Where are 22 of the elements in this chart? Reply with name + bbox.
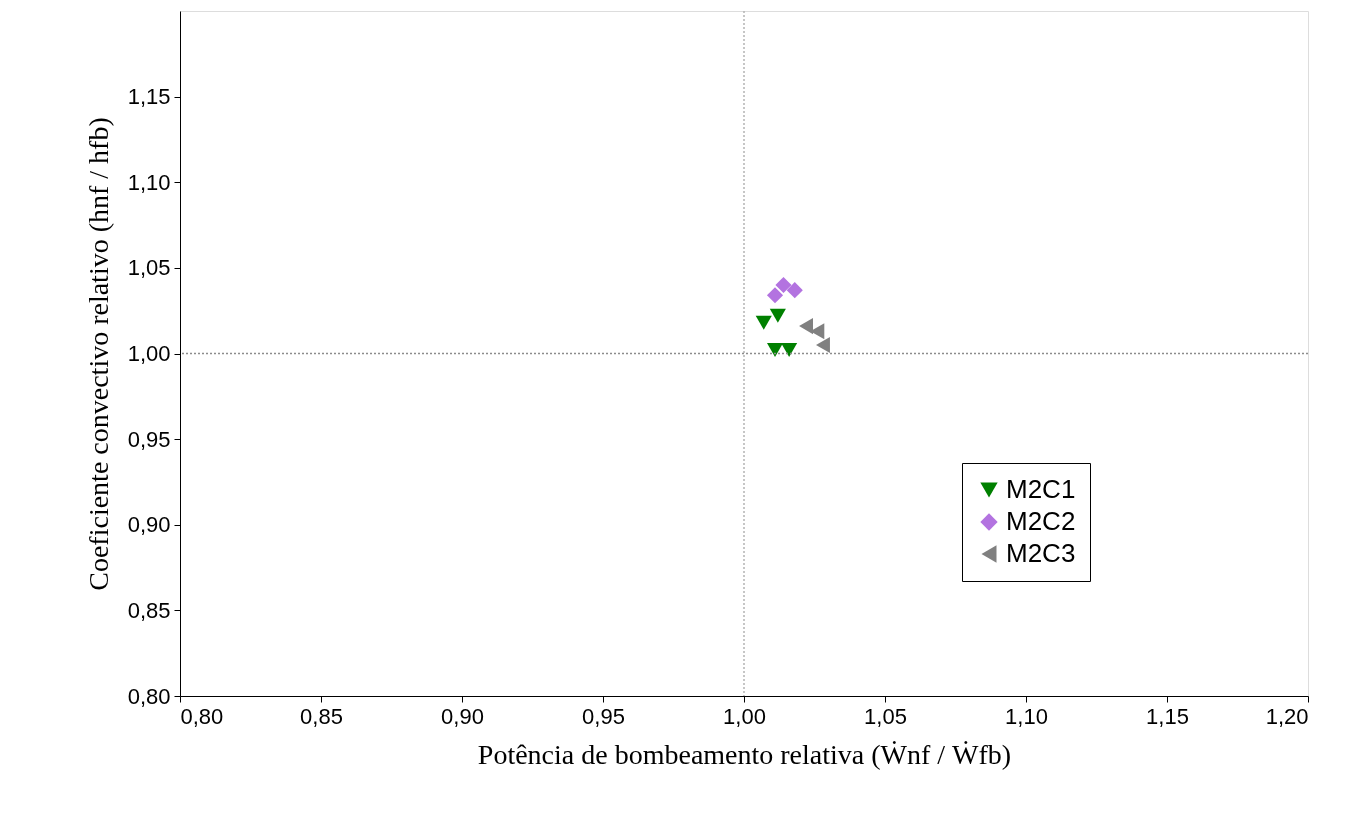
x-tick-label: 1,15 (1146, 703, 1189, 729)
y-tick-label: 0,90 (127, 512, 171, 538)
y-tick-label: 0,95 (127, 426, 171, 452)
y-axis-title: Coeficiente convectivo relativo (hnf / hfb) (82, 117, 114, 591)
x-axis-title: Potência de bombeamento relativa (Ẇnf / Ẇfb) (477, 738, 1012, 770)
legend-label: M2C3 (1006, 538, 1076, 568)
y-tick-label: 0,80 (127, 683, 171, 709)
y-tick-label: 0,85 (127, 597, 171, 623)
x-tick-label: 1,05 (864, 703, 907, 729)
legend-label: M2C1 (1006, 474, 1076, 504)
x-tick-label: 0,85 (300, 703, 343, 729)
x-tick-label: 0,90 (441, 703, 484, 729)
x-tick-label: 0,80 (180, 703, 224, 729)
legend-label: M2C2 (1006, 506, 1076, 536)
x-tick-label: 1,10 (1005, 703, 1048, 729)
y-tick-label: 1,05 (127, 255, 171, 281)
y-tick-label: 1,00 (127, 341, 171, 366)
x-tick-label: 1,20 (1265, 703, 1309, 729)
x-tick-label: 1,00 (723, 703, 766, 729)
y-tick-label: 1,10 (127, 169, 171, 195)
y-tick-label: 1,15 (127, 84, 171, 110)
x-tick-label: 0,95 (582, 703, 625, 729)
